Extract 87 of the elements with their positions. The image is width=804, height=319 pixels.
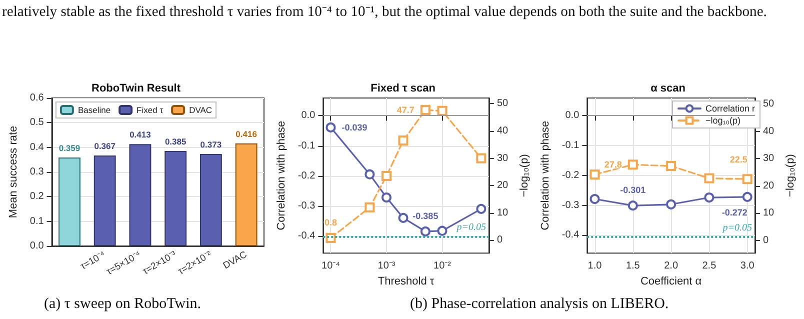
chart-title: α scan bbox=[650, 82, 686, 94]
y-tick-label: 0.2 bbox=[30, 191, 44, 202]
text: relatively stable as the fixed threshold τ varies from 10⁻⁴ to 10⁻¹, but the optimal value depends on both the suite and the backbone. bbox=[2, 3, 768, 22]
point bbox=[742, 174, 752, 184]
data-label: -0.272 bbox=[722, 207, 748, 218]
y-tick-label: -0.1 bbox=[298, 140, 316, 152]
data-label: 0.367 bbox=[94, 140, 116, 151]
bar bbox=[164, 151, 187, 246]
legend-label: DVAC bbox=[189, 105, 212, 115]
data-label: 0.385 bbox=[164, 136, 186, 147]
y-tick-label: -0.4 bbox=[298, 230, 316, 242]
point bbox=[666, 199, 676, 210]
legend-label: −log₁₀(p) bbox=[705, 116, 741, 126]
y-tick-label: -0.2 bbox=[298, 170, 316, 182]
x-tick-label: 10⁻⁴ bbox=[322, 260, 340, 272]
y2-tick-label: 0 bbox=[762, 235, 769, 246]
y2-tick-label: 40 bbox=[496, 126, 509, 137]
x-tick-label: 10⁻² bbox=[433, 260, 452, 272]
x-tick-label: 2.0 bbox=[664, 260, 678, 272]
x-axis-title: Threshold τ bbox=[378, 276, 435, 288]
y2-axis-title: −log₁₀(p) bbox=[784, 154, 796, 197]
y2-tick-label: 20 bbox=[762, 180, 775, 192]
y2-axis-title: −log₁₀(p) bbox=[518, 154, 530, 197]
text: (a) τ sweep on RoboTwin. bbox=[44, 296, 202, 313]
y-tick-label: 0.3 bbox=[30, 166, 44, 178]
bar bbox=[94, 155, 116, 246]
data-label: 0.8 bbox=[324, 217, 338, 228]
data-label: -0.039 bbox=[342, 122, 368, 132]
point bbox=[590, 169, 600, 180]
point bbox=[590, 194, 600, 204]
point bbox=[628, 160, 638, 170]
y-tick-label: 0.0 bbox=[30, 240, 44, 252]
y2-tick-label: 40 bbox=[762, 126, 775, 137]
y2-tick-label: 0 bbox=[496, 234, 503, 246]
data-label: 0.373 bbox=[200, 139, 222, 150]
legend-label: Correlation r bbox=[705, 104, 756, 114]
x-tick-label: 1.0 bbox=[588, 260, 602, 272]
legend-label: Baseline bbox=[78, 105, 111, 115]
y-tick-label: -0.1 bbox=[562, 140, 580, 152]
y2-tick-label: 20 bbox=[496, 180, 509, 192]
legend-label: Fixed τ bbox=[136, 105, 164, 115]
annotation: p=0.05 bbox=[722, 222, 752, 234]
x-tick-label: 2.5 bbox=[702, 260, 717, 272]
x-tick-label: 3.0 bbox=[740, 260, 755, 272]
chart-title: RoboTwin Result bbox=[91, 82, 181, 94]
y-tick-label: 0.5 bbox=[30, 117, 44, 128]
y2-tick-label: 10 bbox=[762, 208, 775, 219]
point bbox=[742, 192, 752, 202]
point bbox=[628, 200, 638, 211]
point bbox=[666, 160, 676, 171]
text: (b) Phase-correlation analysis on LIBERO. bbox=[410, 296, 669, 313]
y-tick-label: 0.0 bbox=[301, 110, 316, 122]
y-tick-label: 0.6 bbox=[30, 92, 44, 104]
bar bbox=[58, 157, 80, 246]
y2-tick-label: 30 bbox=[496, 152, 509, 164]
chart-title: Fixed τ scan bbox=[370, 82, 436, 94]
bar bbox=[235, 143, 258, 246]
y2-tick-label: 50 bbox=[762, 98, 775, 110]
y-axis-title: Mean success rate bbox=[8, 126, 20, 218]
bar bbox=[129, 144, 152, 246]
data-label: 47.7 bbox=[396, 105, 414, 116]
y-tick-label: -0.4 bbox=[562, 230, 580, 241]
point bbox=[704, 192, 714, 203]
y2-tick-label: 30 bbox=[762, 153, 775, 164]
point bbox=[704, 173, 714, 184]
y-tick-label: 0.0 bbox=[565, 110, 580, 122]
y2-tick-label: 10 bbox=[496, 207, 509, 218]
data-label: -0.385 bbox=[412, 210, 438, 221]
x-tick-label: 10⁻³ bbox=[378, 260, 396, 272]
y-axis-title: Correlation with phase bbox=[276, 120, 288, 230]
y-axis-title: Correlation with phase bbox=[540, 120, 552, 230]
y-tick-label: -0.2 bbox=[562, 170, 580, 181]
data-label: 0.413 bbox=[130, 130, 152, 140]
data-label: -0.301 bbox=[620, 185, 646, 196]
x-tick-label: 1.5 bbox=[626, 260, 640, 272]
y-tick-label: -0.3 bbox=[298, 200, 316, 212]
bar bbox=[200, 154, 222, 246]
y-tick-label: 0.4 bbox=[30, 142, 44, 153]
data-label: 22.5 bbox=[730, 154, 748, 165]
y2-tick-label: 50 bbox=[496, 98, 509, 110]
x-axis-title: Coefficient α bbox=[640, 276, 702, 288]
data-label: 0.416 bbox=[236, 128, 258, 139]
data-label: 27.8 bbox=[604, 160, 622, 170]
annotation: p=0.05 bbox=[456, 222, 486, 234]
data-label: 0.359 bbox=[58, 142, 80, 153]
y-tick-label: 0.1 bbox=[30, 216, 44, 227]
y-tick-label: -0.3 bbox=[562, 200, 580, 211]
